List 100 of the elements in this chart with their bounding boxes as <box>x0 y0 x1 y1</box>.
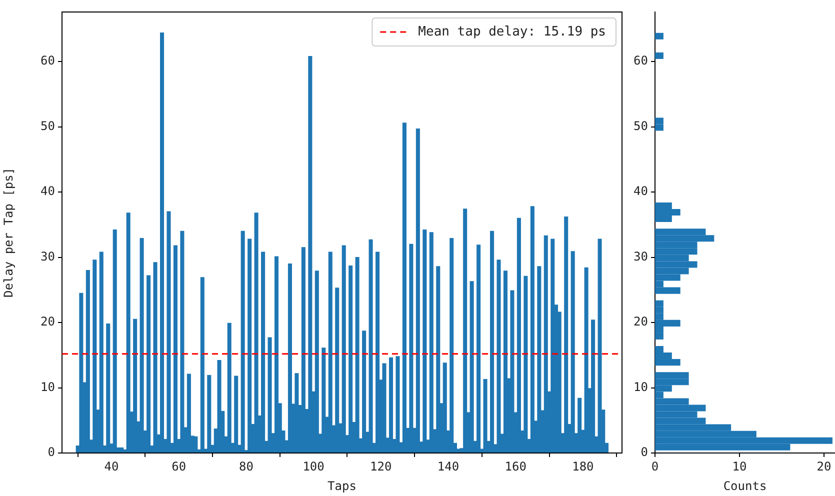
bar <box>348 265 353 453</box>
bar <box>314 270 319 453</box>
bar <box>335 288 340 453</box>
x-tick-label: 60 <box>172 459 186 474</box>
y-axis-title: Delay per Tap [ps] <box>1 167 16 298</box>
bar <box>112 230 117 453</box>
bar <box>436 266 440 453</box>
bar <box>564 216 568 453</box>
bar <box>180 230 184 453</box>
bar <box>92 260 97 453</box>
bar <box>234 376 238 453</box>
bar <box>503 270 508 453</box>
bar <box>544 235 548 453</box>
legend-label: Mean tap delay: 15.19 ps <box>418 24 606 40</box>
bar <box>496 260 501 453</box>
bar <box>79 292 84 453</box>
bar <box>217 360 222 453</box>
bar <box>173 245 178 453</box>
y-tick-label: 60 <box>634 54 648 68</box>
bar <box>288 263 292 453</box>
x-tick-label: 120 <box>370 459 392 474</box>
bar <box>126 212 130 453</box>
bar <box>86 270 90 453</box>
bar <box>368 239 373 453</box>
y-tick-label: 40 <box>40 184 55 198</box>
x-tick-label: 140 <box>437 459 460 474</box>
bar <box>402 122 406 453</box>
bar <box>186 374 191 453</box>
bar <box>396 356 400 453</box>
bar <box>254 212 258 453</box>
x-tick-label: 180 <box>572 459 594 474</box>
bar <box>598 238 602 453</box>
bar <box>194 436 198 453</box>
bar <box>530 206 534 453</box>
bar <box>429 232 434 453</box>
y-tick-label: 10 <box>40 380 55 394</box>
y-tick-label: 60 <box>40 54 55 68</box>
bar <box>153 262 158 453</box>
x-tick-label: 160 <box>504 459 526 474</box>
bar <box>261 252 266 453</box>
bar <box>106 324 110 453</box>
bar <box>537 266 542 453</box>
y-tick-label: 50 <box>40 118 55 133</box>
bar <box>268 337 272 453</box>
x-tick-label: 0 <box>651 459 659 474</box>
bar <box>240 230 245 453</box>
bar <box>490 230 494 453</box>
bar <box>376 252 380 453</box>
y-tick-label: 0 <box>48 445 55 460</box>
bar <box>274 256 279 453</box>
bar <box>442 362 447 453</box>
bar <box>388 357 394 453</box>
bar <box>140 238 144 453</box>
bar <box>166 211 171 453</box>
x-tick-label: 80 <box>238 459 254 474</box>
bar <box>227 322 232 453</box>
bar <box>550 238 555 453</box>
bar <box>584 267 588 453</box>
bar <box>342 245 346 453</box>
y-tick-label: 50 <box>634 118 648 133</box>
y-tick-label: 20 <box>40 314 55 329</box>
bar <box>328 252 332 453</box>
bar <box>483 378 488 453</box>
bar <box>294 373 299 453</box>
bar <box>476 244 481 453</box>
bar <box>301 247 306 453</box>
bar <box>470 281 474 453</box>
x-tick-label: 40 <box>104 459 119 474</box>
x-axis-title: Counts <box>723 478 767 493</box>
bar <box>450 238 454 453</box>
bar <box>355 256 360 453</box>
bar <box>99 252 104 453</box>
bar <box>591 320 596 453</box>
bar <box>578 398 582 453</box>
bar <box>382 363 386 453</box>
bar <box>570 251 575 453</box>
x-tick-label: 10 <box>732 459 747 474</box>
y-tick-label: 0 <box>640 445 648 460</box>
y-tick-label: 30 <box>40 249 55 264</box>
bar <box>362 330 366 453</box>
bar <box>510 290 514 453</box>
bar <box>146 275 151 453</box>
bar <box>207 375 212 453</box>
bar <box>524 276 528 453</box>
x-axis-title: Taps <box>328 478 356 493</box>
bar <box>308 56 312 453</box>
y-tick-label: 20 <box>634 314 648 329</box>
bar <box>516 218 521 453</box>
y-tick-label: 30 <box>634 249 648 264</box>
bar <box>463 208 468 453</box>
bar <box>322 348 326 453</box>
bar <box>416 128 420 453</box>
x-tick-label: 20 <box>816 459 832 474</box>
y-tick-label: 10 <box>634 380 648 394</box>
bar <box>133 318 138 453</box>
bar <box>160 32 164 453</box>
bar <box>248 238 252 453</box>
bar <box>422 230 427 453</box>
bar <box>409 244 414 453</box>
x-tick-label: 100 <box>302 459 324 474</box>
